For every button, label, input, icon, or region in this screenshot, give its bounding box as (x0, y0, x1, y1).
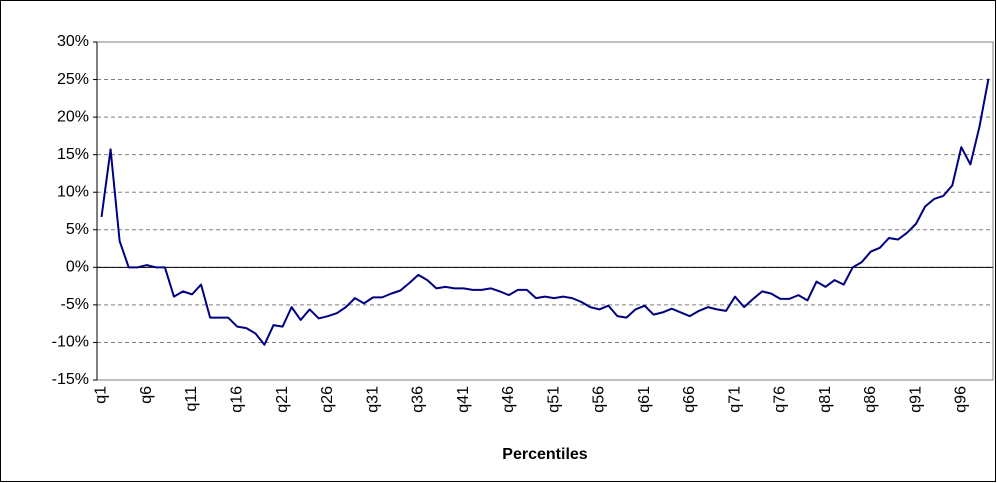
x-tick-label: q91 (907, 386, 924, 413)
y-tick-label: 20% (57, 108, 89, 125)
x-tick-label: q26 (319, 386, 336, 413)
x-tick-label: q71 (726, 386, 743, 413)
y-tick-label: 10% (57, 183, 89, 200)
y-tick-label: -15% (52, 371, 89, 388)
y-tick-label: 0% (66, 259, 89, 276)
x-tick-label: q61 (636, 386, 653, 413)
x-tick-label: q51 (545, 386, 562, 413)
data-line (100, 78, 990, 346)
x-tick-label: q66 (681, 386, 698, 413)
x-tick-label: q81 (817, 386, 834, 413)
y-tick-label: 25% (57, 71, 89, 88)
x-tick-label: q6 (138, 386, 155, 404)
x-tick-label: q76 (772, 386, 789, 413)
x-tick-label: q1 (93, 386, 110, 404)
x-tick-label: q86 (862, 386, 879, 413)
x-axis-label: Percentiles (502, 446, 587, 463)
x-tick-label: q56 (591, 386, 608, 413)
x-tick-label: q36 (410, 386, 427, 413)
x-tick-label: q96 (953, 386, 970, 413)
x-tick-label: q16 (229, 386, 246, 413)
x-tick-label: q46 (500, 386, 517, 413)
y-tick-label: 30% (57, 33, 89, 50)
y-tick-label: -5% (61, 296, 89, 313)
y-tick-label: -10% (52, 334, 89, 351)
x-tick-label: q41 (455, 386, 472, 413)
y-tick-label: 5% (66, 221, 89, 238)
x-tick-label: q11 (183, 386, 200, 412)
y-tick-label: 15% (57, 146, 89, 163)
x-tick-label: q31 (364, 386, 381, 413)
x-tick-label: q21 (274, 386, 291, 413)
plot-area (96, 41, 994, 381)
